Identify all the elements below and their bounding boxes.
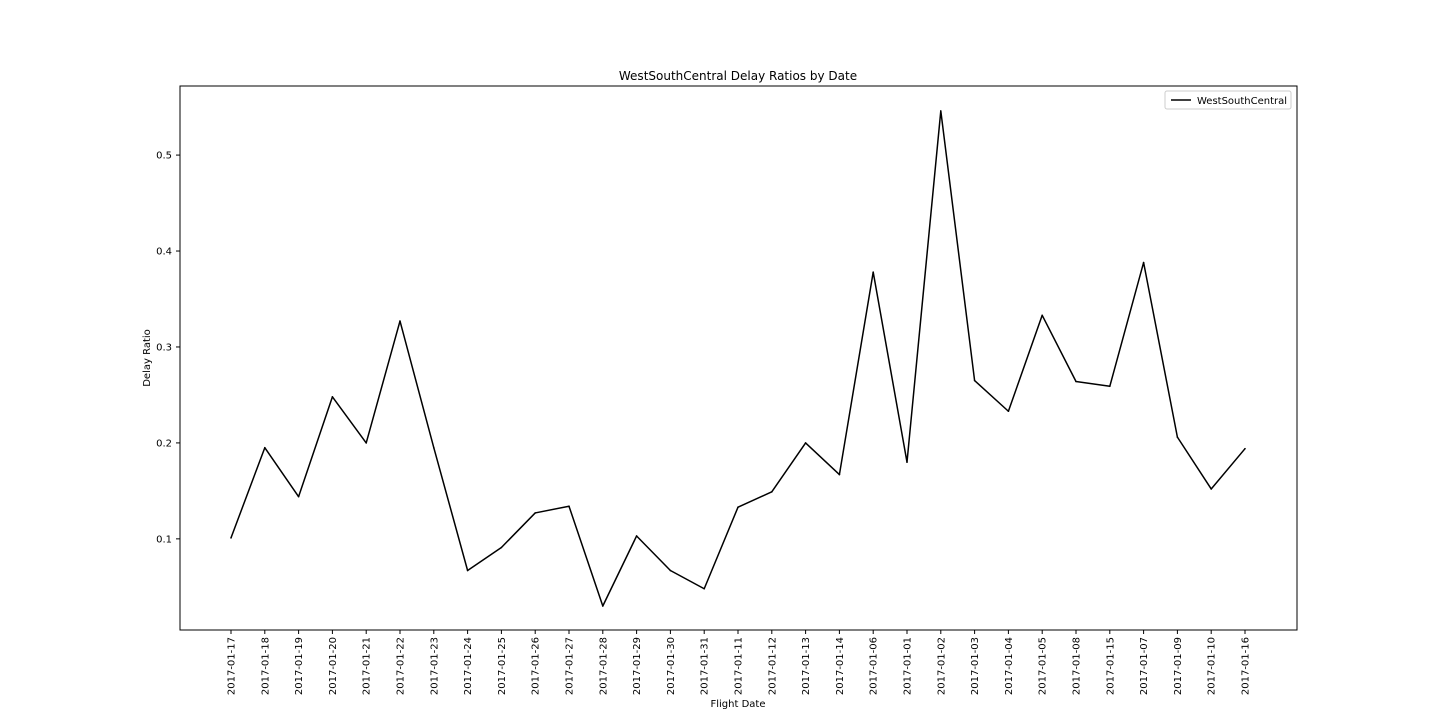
x-tick-label: 2017-01-13 [801,637,812,695]
x-tick-label: 2017-01-08 [1072,637,1083,695]
x-tick-label: 2017-01-05 [1038,637,1049,695]
legend-label: WestSouthCentral [1197,96,1287,107]
x-tick-label: 2017-01-21 [362,637,373,695]
data-point [1109,385,1111,388]
data-point [331,396,334,398]
x-tick-label: 2017-01-03 [970,637,981,695]
data-point [500,546,503,549]
y-tick-label: 0.1 [156,534,172,545]
data-point [940,110,942,112]
x-tick-label: 2017-01-28 [598,637,609,695]
plot-area-frame [179,85,1298,631]
data-point [433,446,435,449]
x-tick-label: 2017-01-02 [936,637,947,695]
x-tick-label: 2017-01-22 [396,637,407,695]
x-tick-label: 2017-01-26 [531,637,542,695]
data-point [568,505,570,508]
y-tick-label: 0.2 [156,438,172,449]
x-tick-label: 2017-01-30 [666,637,677,695]
x-tick-label: 2017-01-29 [632,637,643,695]
data-point [534,512,536,514]
data-point [230,537,232,539]
x-tick-label: 2017-01-12 [767,637,778,695]
data-point [365,442,368,444]
data-point [1142,261,1145,264]
data-point [703,587,705,590]
data-point [973,379,976,382]
x-tick-label: 2017-01-14 [835,637,846,695]
data-point [804,442,807,444]
x-tick-label: 2017-01-04 [1004,637,1015,695]
y-axis: 0.1 0.2 0.3 0.4 0.5 [156,151,180,545]
x-tick-label: 2017-01-24 [463,637,474,695]
data-point [635,535,638,537]
x-axis-label: Flight Date [711,699,766,710]
x-tick-label: 2017-01-18 [260,637,271,695]
data-point [1007,410,1010,413]
data-point [1041,314,1043,317]
y-axis-label: Delay Ratio [142,329,153,387]
data-point [1176,436,1179,438]
data-point [602,605,604,607]
data-point [1075,380,1077,383]
x-tick-label: 2017-01-23 [429,637,440,695]
x-tick-label: 2017-01-10 [1207,637,1218,695]
series-layer [230,110,1246,607]
x-tick-label: 2017-01-15 [1105,637,1116,695]
x-tick-label: 2017-01-19 [294,637,305,695]
legend: WestSouthCentral [1164,90,1292,110]
x-axis: 2017-01-17 2017-01-18 2017-01-19 2017-01-20… [227,630,1252,695]
series-line [230,110,1246,607]
data-point [297,495,300,498]
data-point [399,320,401,322]
data-point [264,446,266,449]
data-point [906,461,908,463]
data-point [771,491,773,493]
data-point [1210,488,1212,490]
y-tick-label: 0.5 [156,151,172,162]
x-tick-label: 2017-01-01 [903,637,914,695]
data-point [838,473,841,476]
x-tick-label: 2017-01-09 [1173,637,1184,695]
x-tick-label: 2017-01-06 [869,637,880,695]
x-tick-label: 2017-01-27 [565,637,576,695]
data-point [669,569,672,572]
chart-title: WestSouthCentral Delay Ratios by Date [619,69,857,83]
x-tick-label: 2017-01-20 [328,637,339,695]
x-tick-label: 2017-01-31 [700,637,711,695]
data-point [1244,447,1246,450]
x-tick-label: 2017-01-17 [227,637,238,695]
x-tick-label: 2017-01-25 [497,637,508,695]
y-tick-label: 0.4 [156,247,172,258]
data-point [466,569,469,572]
data-point [737,506,739,508]
x-tick-label: 2017-01-07 [1139,637,1150,695]
x-tick-label: 2017-01-16 [1241,637,1252,695]
data-point [872,271,874,273]
x-tick-label: 2017-01-11 [734,637,745,695]
y-tick-label: 0.3 [156,342,172,353]
legend-box [1164,90,1292,110]
